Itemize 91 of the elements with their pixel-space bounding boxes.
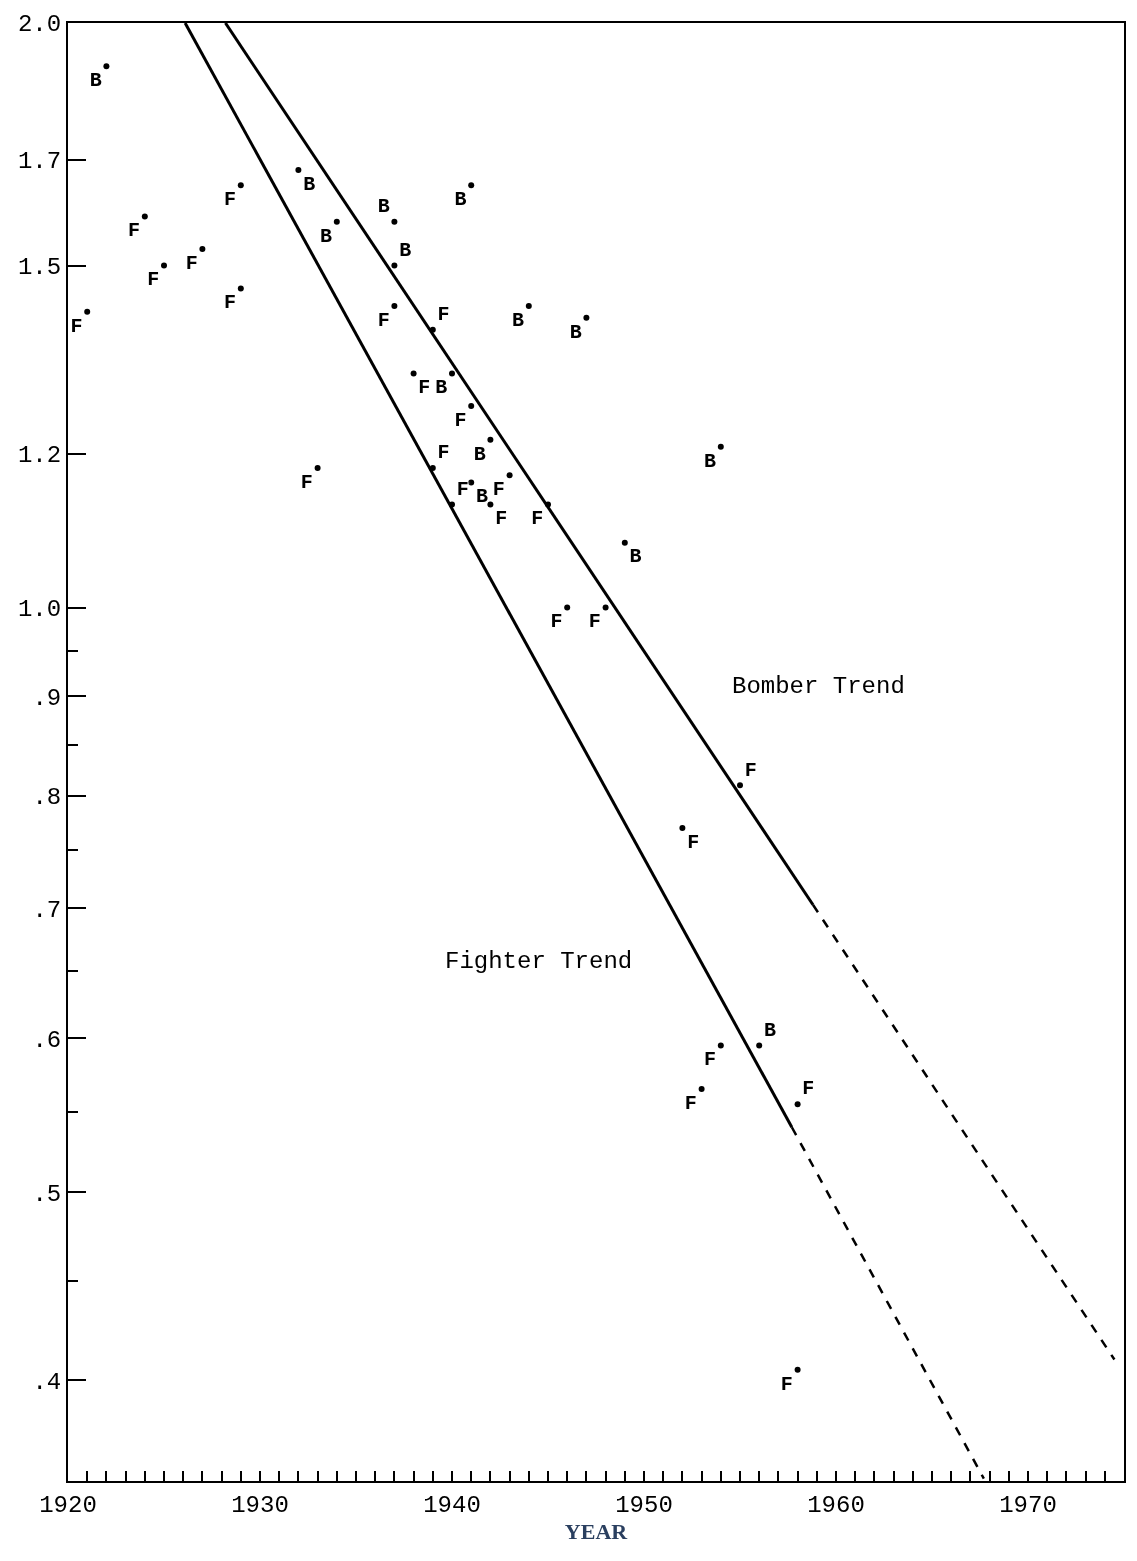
text: B — [303, 172, 316, 196]
text: B — [399, 238, 412, 262]
point — [237, 182, 244, 189]
text: F — [185, 251, 198, 275]
point — [794, 1101, 801, 1108]
point — [564, 604, 571, 611]
point — [468, 182, 475, 189]
x-axis-title: YEAR — [564, 1518, 629, 1544]
point — [487, 501, 494, 508]
text: F — [704, 1048, 717, 1072]
text: B — [704, 449, 717, 473]
series-label: F — [492, 477, 505, 501]
point — [333, 218, 340, 225]
text: B — [629, 545, 642, 569]
point — [314, 464, 321, 471]
point — [698, 1086, 705, 1093]
text: B — [320, 224, 333, 248]
point — [602, 604, 609, 611]
point — [84, 308, 91, 315]
x-tick-label: 1920 — [39, 1491, 97, 1519]
y-tick-label: 1.0 — [17, 595, 62, 623]
point — [468, 403, 475, 409]
point — [737, 782, 743, 789]
y-tick-label: 1.7 — [17, 148, 62, 176]
x-tick-label: 1940 — [423, 1491, 481, 1519]
text: B — [454, 187, 467, 211]
text: F — [224, 291, 237, 315]
y-tick-label: 2.0 — [17, 11, 62, 39]
text: F — [300, 470, 313, 494]
text: F — [684, 1091, 697, 1115]
text: F — [531, 507, 544, 531]
point — [295, 167, 302, 174]
text: B — [377, 195, 390, 219]
text: F — [802, 1077, 815, 1101]
text: F — [437, 303, 450, 327]
text: F — [377, 308, 390, 332]
point — [621, 539, 628, 546]
annotation: Bomber Trend — [732, 673, 905, 700]
point — [161, 262, 167, 269]
y-tick-label: .8 — [32, 784, 62, 812]
text: F — [588, 610, 601, 634]
text: F — [437, 441, 450, 465]
text: B — [473, 442, 486, 466]
point — [141, 213, 148, 220]
point — [449, 370, 455, 377]
text: F — [70, 314, 83, 338]
text: F — [224, 187, 237, 211]
point — [391, 262, 398, 269]
point — [679, 825, 686, 831]
point — [103, 63, 110, 70]
x-tick-label: 1960 — [807, 1491, 865, 1519]
y-tick-label: .7 — [32, 896, 62, 924]
point — [410, 370, 417, 377]
text: F — [128, 219, 141, 243]
text: B — [569, 320, 582, 344]
point — [487, 436, 494, 443]
y-tick-label: .6 — [32, 1026, 62, 1054]
y-tick-label: .5 — [32, 1180, 62, 1208]
point — [199, 245, 206, 252]
text: B — [475, 485, 488, 509]
text: F — [418, 376, 431, 400]
point — [506, 472, 513, 479]
text: F — [454, 408, 467, 432]
point — [583, 314, 590, 321]
y-tick-label: .9 — [32, 684, 62, 712]
text: F — [744, 758, 757, 782]
point — [717, 443, 724, 450]
text: F — [550, 610, 563, 634]
y-tick-label: 1.5 — [17, 254, 62, 282]
text: F — [147, 268, 160, 292]
point — [391, 302, 398, 309]
x-tick-label: 1970 — [999, 1491, 1057, 1519]
series-label: B — [89, 69, 102, 93]
text: B — [512, 308, 525, 332]
point — [717, 1042, 724, 1049]
text: F — [780, 1372, 793, 1396]
point — [794, 1366, 801, 1373]
point — [391, 218, 398, 225]
point — [237, 285, 244, 292]
text: B — [763, 1018, 776, 1042]
x-tick-label: 1950 — [615, 1491, 673, 1519]
text: B — [435, 376, 448, 400]
y-tick-label: 1.2 — [17, 442, 62, 470]
text: F — [495, 507, 508, 531]
y-tick-label: .4 — [32, 1368, 62, 1396]
text: F — [456, 477, 469, 501]
text: F — [687, 830, 700, 854]
annotation: Fighter Trend — [445, 948, 633, 975]
point — [756, 1042, 763, 1049]
x-tick-label: 1930 — [231, 1491, 289, 1519]
point — [525, 302, 532, 309]
